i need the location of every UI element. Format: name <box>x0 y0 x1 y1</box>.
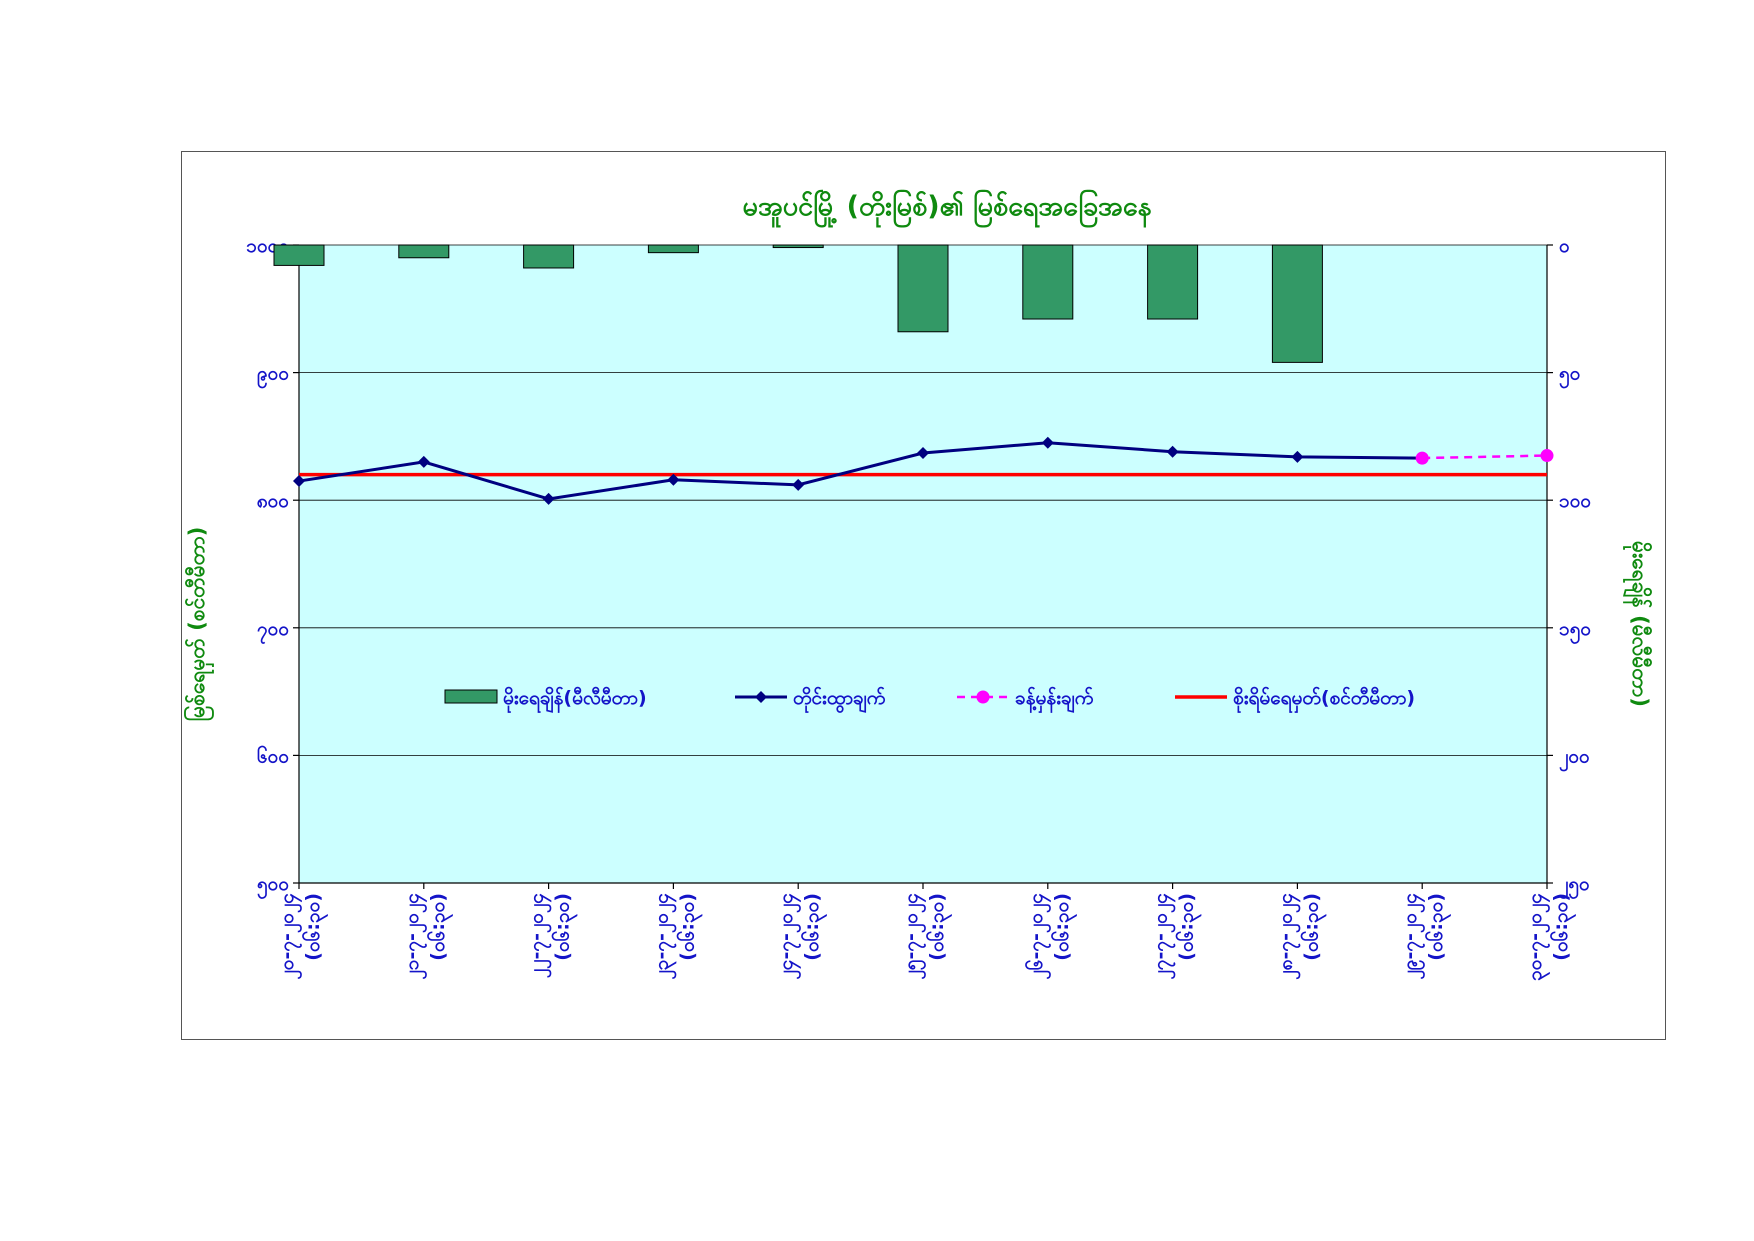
x-tick-label: ၂၀-၇-၂၀၂၄ <box>276 893 303 980</box>
rainfall-bar <box>523 244 575 269</box>
measured-point <box>293 475 305 488</box>
rainfall-bar <box>273 244 325 266</box>
measured-point <box>917 446 929 459</box>
forecast-line <box>1422 454 1548 460</box>
left-tick-label: ၈၀၀ <box>257 490 290 512</box>
x-tick-time-label: (၀၆:၃၀) <box>1298 893 1327 961</box>
right-axis-title: မိုးရေချိန် (မီလီမီတာ) <box>1622 541 1654 707</box>
right-tick-label: ၁၅၀ <box>1559 618 1591 645</box>
rainfall-bar <box>772 244 824 249</box>
x-tick-time-label: (၀၆:၃၀) <box>799 893 828 961</box>
x-tick-time-label: (၀၆:၃၀) <box>300 893 329 961</box>
right-tick-label: ၂၀၀ <box>1559 745 1590 772</box>
plot-area: ၁၀၀၀၉၀၀၈၀၀၇၀၀၆၀၀၅၀၀၀၅၀၁၀၀၁၅၀၂၀၀၂၅၀၂၀-၇-၂… <box>246 235 1591 981</box>
measured-point <box>542 492 555 505</box>
measured-point <box>792 478 805 491</box>
measured-point <box>1291 450 1304 463</box>
rainfall-bar <box>897 244 949 333</box>
left-tick-label: ၉၀၀ <box>257 363 289 390</box>
rainfall-bar <box>647 244 699 254</box>
x-tick-time-label: (၀၆:၃၀) <box>1548 893 1577 961</box>
legend-swatch-rainfall <box>444 689 498 704</box>
right-tick-label: ၁၀၀ <box>1559 490 1591 512</box>
x-tick-time-label: (၀၆:၃၀) <box>674 893 703 961</box>
measured-line <box>298 441 1423 501</box>
measured-point <box>1166 445 1179 458</box>
rainfall-bar <box>398 244 450 259</box>
river-level-chart: မအူပင်မြို့ (တိုးမြစ်)၏ မြစ်ရေအခြေအနေ မြ… <box>182 189 1654 981</box>
legend-marker-measured <box>755 691 767 703</box>
forecast-point <box>1415 451 1429 465</box>
measured-point <box>667 473 680 486</box>
left-axis-title: မြစ်ရေမှတ် (စင်တီမီတာ) <box>182 527 215 722</box>
plot-background <box>299 245 1547 883</box>
x-tick-label: ၂၃-၇-၂၀၂၄ <box>650 893 677 980</box>
x-tick-time-label: (၀၆:၃၀) <box>1174 893 1203 961</box>
x-tick-label: ၂၈-၇-၂၀၂၄ <box>1274 893 1301 980</box>
x-tick-time-label: (၀၆:၃၀) <box>924 893 953 961</box>
x-tick-label: ၂၅-၇-၂၀၂၄ <box>900 893 927 980</box>
chart-title: မအူပင်မြို့ (တိုးမြစ်)၏ မြစ်ရေအခြေအနေ <box>743 189 1152 228</box>
x-tick-label: ၂၆-၇-၂၀၂၄ <box>1023 893 1052 980</box>
measured-point <box>1041 436 1054 449</box>
x-tick-time-label: (၀၆:၃၀) <box>1049 893 1078 961</box>
x-tick-label: ၂၇-၇-၂၀၂၄ <box>1150 893 1177 980</box>
x-tick-time-label: (၀၆:၃၀) <box>1423 893 1452 961</box>
forecast-point <box>1540 449 1554 463</box>
right-tick-label: ၀ <box>1559 235 1570 257</box>
rainfall-bar <box>1022 244 1074 320</box>
x-tick-label: ၂၁-၇-၂၀၂၄ <box>401 893 428 980</box>
legend-marker-forecast <box>976 690 990 704</box>
left-tick-label: ၆၀၀ <box>257 743 289 767</box>
x-tick-time-label: (၀၆:၃၀) <box>425 893 454 961</box>
rainfall-bar <box>1147 244 1199 320</box>
measured-point <box>417 455 430 468</box>
x-tick-label: ၂၉-၇-၂၀၂၄ <box>1399 893 1426 980</box>
x-tick-label: ၂၂-၇-၂၀၂၄ <box>526 893 553 978</box>
right-tick-label: ၅၀ <box>1559 363 1581 390</box>
chart-frame: မအူပင်မြို့ (တိုးမြစ်)၏ မြစ်ရေအခြေအနေ မြ… <box>181 151 1666 1040</box>
x-tick-time-label: (၀၆:၃၀) <box>550 893 579 961</box>
rainfall-bar <box>1271 244 1323 363</box>
x-tick-label: ၃၀-၇-၂၀၂၄ <box>1524 893 1551 981</box>
x-tick-label: ၂၄-၇-၂၀၂၄ <box>775 893 802 980</box>
left-tick-label: ၇၀၀ <box>257 618 289 645</box>
